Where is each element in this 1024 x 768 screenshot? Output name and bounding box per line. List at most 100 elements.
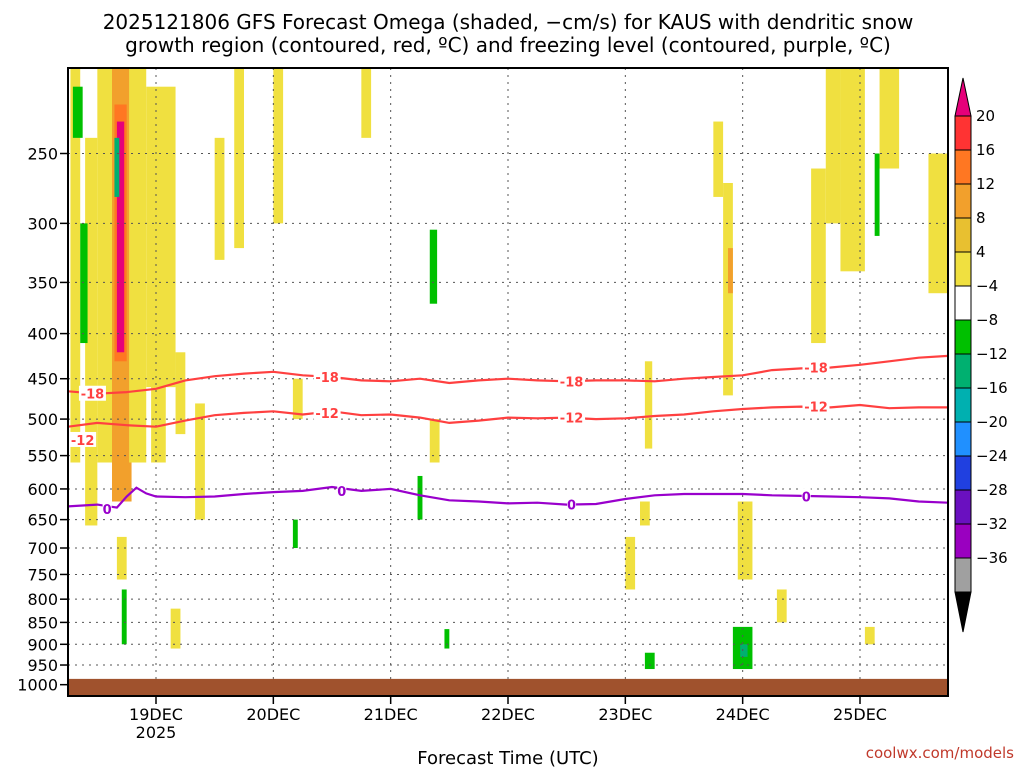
colorbar-segment-5 [954,285,972,321]
omega-region-19 [625,536,636,590]
contour-label-1: -18 [315,371,339,386]
terrain-fill [68,678,948,696]
x-tick-label-19DEC: 19DEC [129,705,183,724]
contour-label-bg-6 [558,409,586,425]
colorbar-segment-12 [954,523,972,559]
omega-region-21 [728,248,733,294]
terrain-surface [68,678,948,696]
colorbar-segment-4 [954,251,972,287]
chart-title: 2025121806 GFS Forecast Omega (shaded, −… [103,10,914,34]
omega-shading [70,68,948,670]
y-tick-label-400: 400 [27,325,58,344]
colorbar-segment-3 [954,217,972,253]
contour-label-9: 0 [337,485,346,500]
colorbar-segment-2 [954,183,972,219]
contour-lines: -18 -18 -18 -18 -12 -12 -12 -12 0 0 0 0 [68,354,948,518]
y-tick-label-800: 800 [27,590,58,609]
contour-label-bg-2 [558,373,586,389]
contour-label-bg-0 [78,385,106,401]
x-tick-label-22DEC: 22DEC [481,705,535,724]
omega-region-31 [116,536,127,580]
colorbar-label-0: 20 [976,107,995,125]
y-tick-label-700: 700 [27,539,58,558]
y-axis: 250 300 350 400 450 500 550 600 650 700 750 800 850 9… [17,144,68,695]
y-tick-label-750: 750 [27,565,58,584]
omega-region-33 [640,501,650,526]
colorbar-label-8: −16 [976,379,1008,397]
colorbar-label-11: −28 [976,481,1008,499]
colorbar-segment-1 [954,149,972,185]
omega-region-14 [273,68,284,224]
colorbar: 20 16 12 8 4 −4 −8 −12 −16 −20 −24 −28 −32 −36 [954,77,1008,633]
colorbar-bottom-arrow [954,591,972,633]
colorbar-label-10: −24 [976,447,1008,465]
contour-label-bg-11 [801,488,811,504]
contour-label-bg-7 [802,398,830,414]
omega-region-36 [114,137,120,197]
colorbar-label-1: 16 [976,141,995,159]
contour-label-8: 0 [103,503,112,518]
colorbar-segment-11 [954,489,972,525]
contour-line--12 [68,403,948,428]
contour-label-7: -12 [804,401,828,416]
contour-label-0: -18 [81,388,105,403]
contour-line-0 [68,485,948,509]
omega-region-41 [444,629,450,649]
omega-region-44 [740,644,748,657]
omega-region-39 [429,229,438,304]
contour-label-bg-10 [567,496,577,512]
colorbar-label-6: −8 [976,311,998,329]
omega-region-26 [840,68,865,272]
omega-region-34 [72,86,83,138]
omega-region-42 [644,652,655,670]
colorbar-label-12: −32 [976,515,1008,533]
y-tick-label-650: 650 [27,511,58,530]
y-tick-label-350: 350 [27,273,58,292]
x-tick-label-21DEC: 21DEC [364,705,418,724]
y-tick-label-850: 850 [27,613,58,632]
omega-region-38 [417,475,423,520]
colorbar-segment-7 [954,353,972,389]
omega-region-11 [195,403,205,520]
omega-region-12 [214,137,225,260]
omega-region-15 [292,378,303,420]
omega-region-8 [146,86,176,388]
contour-label-4: -12 [71,434,95,449]
x-tick-label-24DEC: 24DEC [716,705,770,724]
contour-label-6: -12 [560,412,584,427]
omega-region-32 [170,608,181,649]
chart-subtitle: growth region (contoured, red, ºC) and f… [125,33,891,57]
omega-region-10 [175,352,186,435]
colorbar-label-5: −4 [976,277,998,295]
contour-label-bg-5 [313,404,341,420]
omega-region-35 [80,223,88,344]
omega-region-0 [70,68,81,463]
omega-region-9 [151,370,166,463]
colorbar-label-7: −12 [976,345,1008,363]
colorbar-segment-6 [954,319,972,355]
contour-label-bg-9 [337,482,347,498]
omega-region-18 [644,361,653,449]
x-tick-label-25DEC: 25DEC [833,705,887,724]
omega-region-1 [85,137,98,526]
omega-region-22 [737,501,753,580]
colorbar-segment-8 [954,387,972,423]
y-tick-label-900: 900 [27,635,58,654]
y-tick-label-450: 450 [27,370,58,389]
omega-region-5 [116,121,125,353]
contour-label-2: -18 [560,375,584,390]
omega-region-25 [825,68,841,224]
omega-region-27 [811,168,826,344]
credit-text: coolwx.com/models [866,744,1014,762]
colorbar-segment-9 [954,421,972,457]
y-tick-label-500: 500 [27,410,58,429]
omega-region-7 [129,68,147,463]
y-tick-label-550: 550 [27,447,58,466]
y-tick-label-300: 300 [27,214,58,233]
x-tick-label-20DEC: 20DEC [246,705,300,724]
contour-label-11: 0 [802,491,811,506]
omega-region-40 [292,519,298,549]
contour-line--18 [68,354,948,395]
contour-label-bg-8 [102,500,112,516]
